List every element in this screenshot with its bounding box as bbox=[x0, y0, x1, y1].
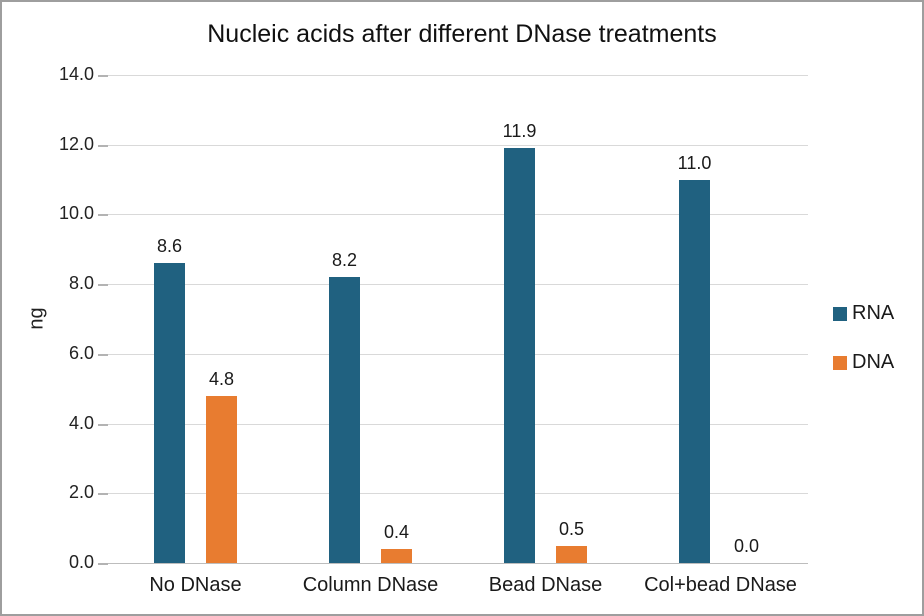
value-label-dna-col-bead-dnase: 0.0 bbox=[733, 536, 760, 556]
legend-label-dna: DNA bbox=[852, 351, 895, 373]
y-tick-label-12.0: 12.0 bbox=[58, 133, 94, 154]
y-tickmark-4.0 bbox=[98, 423, 108, 426]
legend-entry-rna: RNA bbox=[833, 302, 894, 325]
y-tick-label-10.0: 10.0 bbox=[58, 203, 94, 224]
y-tick-label-4.0: 4.0 bbox=[68, 412, 94, 433]
chart-title: Nucleic acids after different DNase trea… bbox=[207, 20, 717, 48]
bar-rna-no-dnase bbox=[154, 263, 185, 563]
gridline-y-6.0 bbox=[108, 353, 808, 355]
legend-entry-dna: DNA bbox=[833, 351, 894, 374]
value-label-rna-column-dnase: 8.2 bbox=[331, 250, 358, 271]
gridline-y-8.0 bbox=[108, 284, 808, 286]
gridline-y-0.0 bbox=[108, 563, 808, 564]
y-tick-label-0.0: 0.0 bbox=[68, 552, 94, 572]
y-tickmark-12.0 bbox=[98, 144, 108, 147]
bar-dna-no-dnase bbox=[206, 395, 237, 563]
bar-dna-column-dnase bbox=[381, 549, 412, 563]
value-label-dna-no-dnase: 4.8 bbox=[208, 368, 235, 389]
x-tick-label-column-dnase: Column DNase bbox=[302, 574, 439, 596]
value-label-rna-bead-dnase: 11.9 bbox=[502, 121, 537, 142]
legend-swatch-dna bbox=[833, 355, 847, 370]
gridline-y-14.0 bbox=[108, 75, 808, 76]
x-tick-label-bead-dnase: Bead DNase bbox=[488, 574, 603, 596]
legend-swatch-rna bbox=[833, 306, 847, 321]
value-label-rna-col-bead-dnase: 11.0 bbox=[677, 152, 712, 173]
x-tick-label-no-dnase: No DNase bbox=[149, 574, 242, 596]
gridline-y-12.0 bbox=[108, 144, 808, 146]
y-tickmark-2.0 bbox=[98, 493, 108, 496]
y-tickmark-8.0 bbox=[98, 284, 108, 287]
legend-label-rna: RNA bbox=[852, 302, 895, 324]
legend: RNA DNA bbox=[833, 302, 894, 400]
bar-rna-column-dnase bbox=[329, 277, 360, 563]
gridline-y-2.0 bbox=[108, 493, 808, 495]
y-tickmark-0.0 bbox=[98, 563, 108, 565]
y-tickmark-14.0 bbox=[98, 75, 108, 77]
y-tickmark-10.0 bbox=[98, 214, 108, 217]
bar-rna-col-bead-dnase bbox=[679, 179, 710, 563]
value-label-rna-no-dnase: 8.6 bbox=[156, 236, 183, 257]
y-tick-label-8.0: 8.0 bbox=[68, 273, 94, 294]
y-axis-title: ng bbox=[25, 307, 48, 330]
y-tick-label-2.0: 2.0 bbox=[68, 482, 94, 503]
y-tickmark-6.0 bbox=[98, 353, 108, 356]
bar-dna-bead-dnase bbox=[556, 545, 587, 563]
bar-rna-bead-dnase bbox=[504, 148, 535, 563]
gridline-y-4.0 bbox=[108, 423, 808, 425]
gridline-y-10.0 bbox=[108, 214, 808, 216]
y-tick-label-14.0: 14.0 bbox=[58, 64, 94, 84]
x-tick-label-col-bead-dnase: Col+bead DNase bbox=[644, 574, 797, 596]
value-label-dna-column-dnase: 0.4 bbox=[383, 522, 410, 543]
value-label-dna-bead-dnase: 0.5 bbox=[558, 518, 585, 539]
y-tick-label-6.0: 6.0 bbox=[68, 342, 94, 363]
